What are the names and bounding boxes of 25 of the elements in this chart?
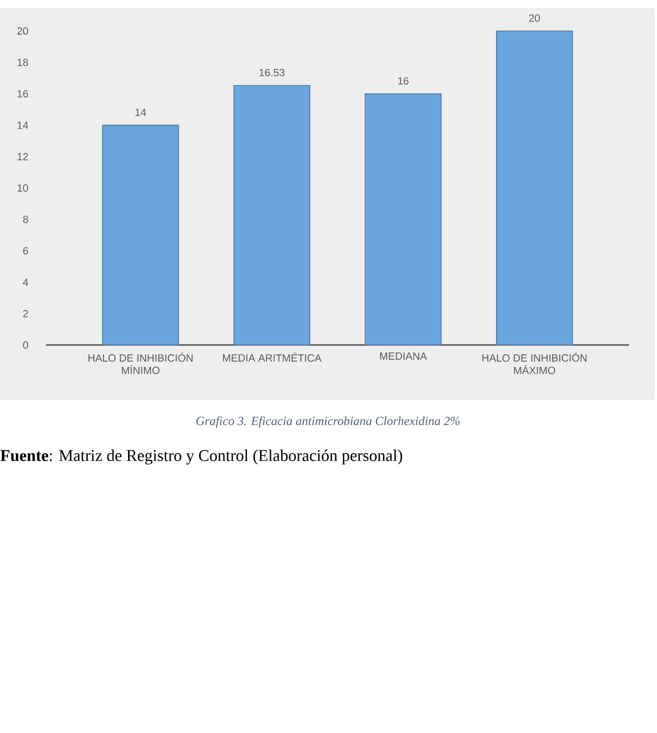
text: Fuente: Matriz de Registro y Control (Elaboración personal) xyxy=(0,450,402,464)
y-tick-label: 14 xyxy=(18,122,28,129)
y-tick-label: 20 xyxy=(17,27,28,35)
data-label: 14 xyxy=(136,108,146,116)
y-tick-label: 10 xyxy=(18,184,28,192)
y-tick-label: 8 xyxy=(23,216,28,224)
y-tick-label: 18 xyxy=(18,58,28,66)
data-label: 16.53 xyxy=(260,68,284,76)
y-tick-label: 4 xyxy=(22,278,28,286)
text: Grafico 3. Eficacia antimicrobiana Clorhexidina 2% xyxy=(196,416,460,428)
data-label: 20 xyxy=(529,14,540,22)
bar xyxy=(102,124,179,346)
y-tick-label: 12 xyxy=(18,152,28,160)
bar xyxy=(364,93,442,346)
y-tick-label: 16 xyxy=(18,90,28,98)
y-tick-label: 0 xyxy=(23,341,28,349)
bar xyxy=(233,85,310,346)
x-tick-label: HALO DE INHIBICIÓN MÁXIMO xyxy=(482,352,586,374)
y-tick-label: 6 xyxy=(23,247,28,254)
bar xyxy=(496,30,573,346)
y-tick-label: 2 xyxy=(23,310,28,318)
x-tick-label: MEDIANA xyxy=(380,352,427,360)
data-label: 16 xyxy=(398,77,409,85)
x-tick-label: HALO DE INHIBICIÓN MÍNIMO xyxy=(88,352,193,374)
x-tick-label: MEDIA ARITMÉTICA xyxy=(223,352,322,362)
